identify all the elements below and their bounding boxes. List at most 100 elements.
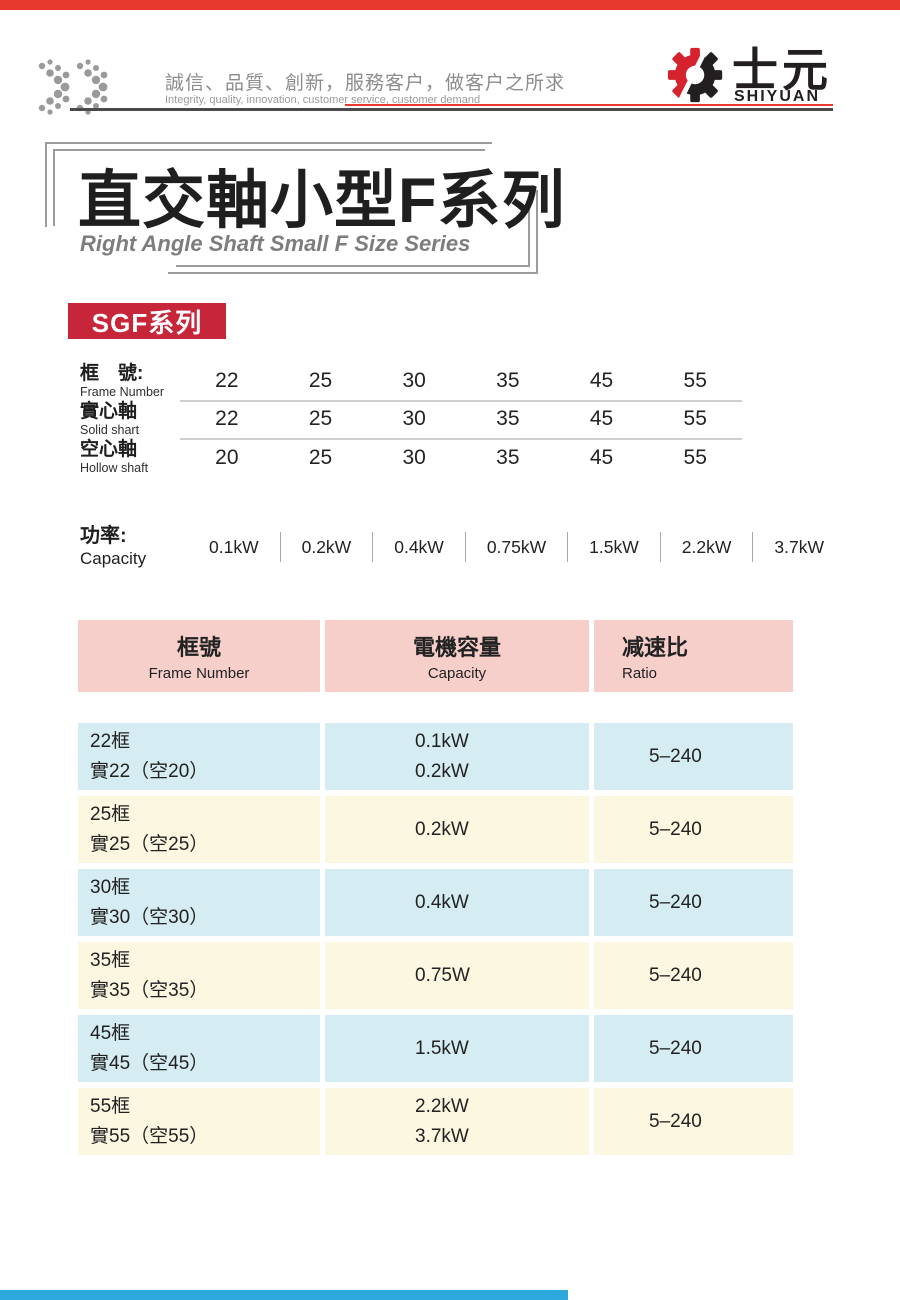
ratio-cell: 5–240 (594, 1015, 793, 1082)
table-header-cell: 减速比 Ratio (594, 620, 793, 692)
page-subtitle: Right Angle Shaft Small F Size Series (80, 231, 471, 256)
capacity-line: 2.2kW (415, 1096, 469, 1118)
spec-value: 35 (496, 407, 520, 430)
frame-line-1: 22框 (90, 731, 131, 753)
ratio-cell: 5–240 (594, 1088, 793, 1155)
capacity-value: 2.2kW (659, 532, 753, 563)
frame-line-2: 實22（空20） (90, 760, 209, 782)
spec-value: 55 (683, 407, 707, 430)
capacity-line: 3.7kW (415, 1125, 469, 1147)
frame-line-2: 實25（空25） (90, 833, 209, 855)
capacity-value: 0.4kW (372, 532, 465, 563)
header-rule-dark (70, 108, 833, 111)
frame-line-1: 25框 (90, 804, 131, 826)
capacity-values: 0.1kW 0.2kW 0.4kW 0.75kW 1.5kW 2.2kW 3.7kW (188, 532, 845, 563)
ratio-value: 5–240 (649, 891, 702, 913)
ratio-cell: 5–240 (594, 796, 793, 863)
spec-label-english: Hollow shaft (80, 460, 149, 475)
spec-value: 25 (308, 369, 333, 392)
spec-value: 20 (215, 446, 239, 469)
spec-value: 25 (308, 407, 333, 430)
frame-number-spec: 框 號: Frame Number 22 25 30 35 45 55 實心軸 Solid… (80, 363, 742, 477)
spec-label-chinese: 空心軸 (80, 439, 138, 461)
capacity-label-english: Capacity (80, 549, 147, 568)
spec-row: 實心軸 Solid shart 22 25 30 35 45 55 (80, 401, 742, 440)
header-cell-chinese: 减速比 (622, 635, 689, 660)
frame-cell: 35框 實35（空35） (78, 942, 320, 1009)
shiyuan-gear-icon (667, 42, 723, 108)
logo-text-english: SHIYUAN (734, 88, 821, 105)
header-cell-chinese: 電機容量 (412, 635, 501, 660)
spec-row-values: 20 25 30 35 45 55 (180, 439, 742, 477)
capacity-line: 0.4kW (415, 891, 469, 913)
header-cell-english: Frame Number (148, 665, 250, 682)
spec-value: 30 (402, 407, 426, 430)
spec-row-label: 實心軸 Solid shart (80, 401, 180, 438)
capacity-cell: 0.75W (325, 942, 589, 1009)
table-row: 35框 實35（空35） 0.75W 5–240 (78, 942, 793, 1009)
table-row: 30框 實30（空30） 0.4kW 5–240 (78, 869, 793, 936)
ratio-cell: 5–240 (594, 723, 793, 790)
spec-label-english: Solid shart (80, 422, 140, 437)
capacity-strip-label: 功率: Capacity (80, 524, 188, 570)
ratio-cell: 5–240 (594, 942, 793, 1009)
ratio-value: 5–240 (649, 1037, 702, 1059)
frame-cell: 55框 實55（空55） (78, 1088, 320, 1155)
capacity-line: 0.1kW (415, 731, 469, 753)
capacity-label-chinese: 功率: (80, 525, 127, 547)
ratio-value: 5–240 (649, 964, 702, 986)
title-bracket-bottom-right-outer (168, 190, 538, 274)
slogan-chinese: 誠信、品質、創新，服務客户，做客户之所求 (165, 73, 566, 94)
capacity-value: 3.7kW (752, 532, 845, 563)
capacity-value: 0.2kW (279, 532, 373, 563)
header-rule-red (345, 104, 833, 106)
frame-line-1: 35框 (90, 950, 131, 972)
capacity-line: 0.2kW (415, 818, 469, 840)
spec-row: 空心軸 Hollow shaft 20 25 30 35 45 55 (80, 439, 742, 477)
title-bracket-top-left-inner (53, 149, 485, 226)
spec-value: 25 (308, 446, 333, 469)
series-badge: SGF系列 (68, 303, 226, 339)
frame-line-1: 30框 (90, 877, 131, 899)
header-cell-english: Capacity (427, 665, 487, 682)
bottom-accent-bar (0, 1290, 568, 1300)
spec-value: 45 (589, 407, 614, 430)
capacity-line: 0.75W (415, 964, 470, 986)
frame-cell: 25框 實25（空25） (78, 796, 320, 863)
spec-row-label: 框 號: Frame Number (80, 363, 180, 400)
capacity-strip: 功率: Capacity 0.1kW 0.2kW 0.4kW 0.75kW 1.5kW 2… (80, 524, 824, 570)
ratio-cell: 5–240 (594, 869, 793, 936)
table-row: 25框 實25（空25） 0.2kW 5–240 (78, 796, 793, 863)
top-accent-bar (0, 0, 900, 10)
spec-label-chinese: 實心軸 (80, 401, 138, 423)
series-table: 框號 Frame Number 電機容量 Capacity 减速比 Ratio … (78, 620, 793, 1161)
dots-chevron-icon (38, 59, 108, 115)
ratio-value: 5–240 (649, 818, 702, 840)
capacity-cell: 1.5kW (325, 1015, 589, 1082)
capacity-line: 0.2kW (415, 760, 469, 782)
title-bracket-top-left-outer (45, 142, 492, 227)
frame-line-2: 實35（空35） (90, 979, 209, 1001)
capacity-cell: 0.4kW (325, 869, 589, 936)
table-body: 22框 實22（空20） 0.1kW 0.2kW 5–240 25框 實25（空2… (78, 723, 793, 1155)
spec-value: 35 (496, 446, 520, 469)
spec-value: 22 (215, 407, 239, 430)
logo-text-chinese: 士元 (732, 44, 832, 96)
capacity-value: 0.75kW (464, 532, 567, 563)
capacity-cell: 0.1kW 0.2kW (325, 723, 589, 790)
capacity-cell: 2.2kW 3.7kW (325, 1088, 589, 1155)
spec-value: 35 (496, 369, 520, 392)
table-header-cell: 框號 Frame Number (78, 620, 320, 692)
frame-cell: 45框 實45（空45） (78, 1015, 320, 1082)
spec-value: 55 (683, 446, 707, 469)
spec-value: 30 (402, 446, 426, 469)
spec-value: 45 (589, 446, 614, 469)
capacity-value: 1.5kW (567, 532, 660, 563)
spec-label-english: Frame Number (80, 384, 165, 399)
company-logo: 士元 SHIYUAN (666, 40, 836, 112)
frame-cell: 30框 實30（空30） (78, 869, 320, 936)
frame-line-2: 實30（空30） (90, 906, 209, 928)
header-cell-english: Ratio (622, 665, 658, 682)
header-cell-chinese: 框號 (176, 635, 221, 660)
